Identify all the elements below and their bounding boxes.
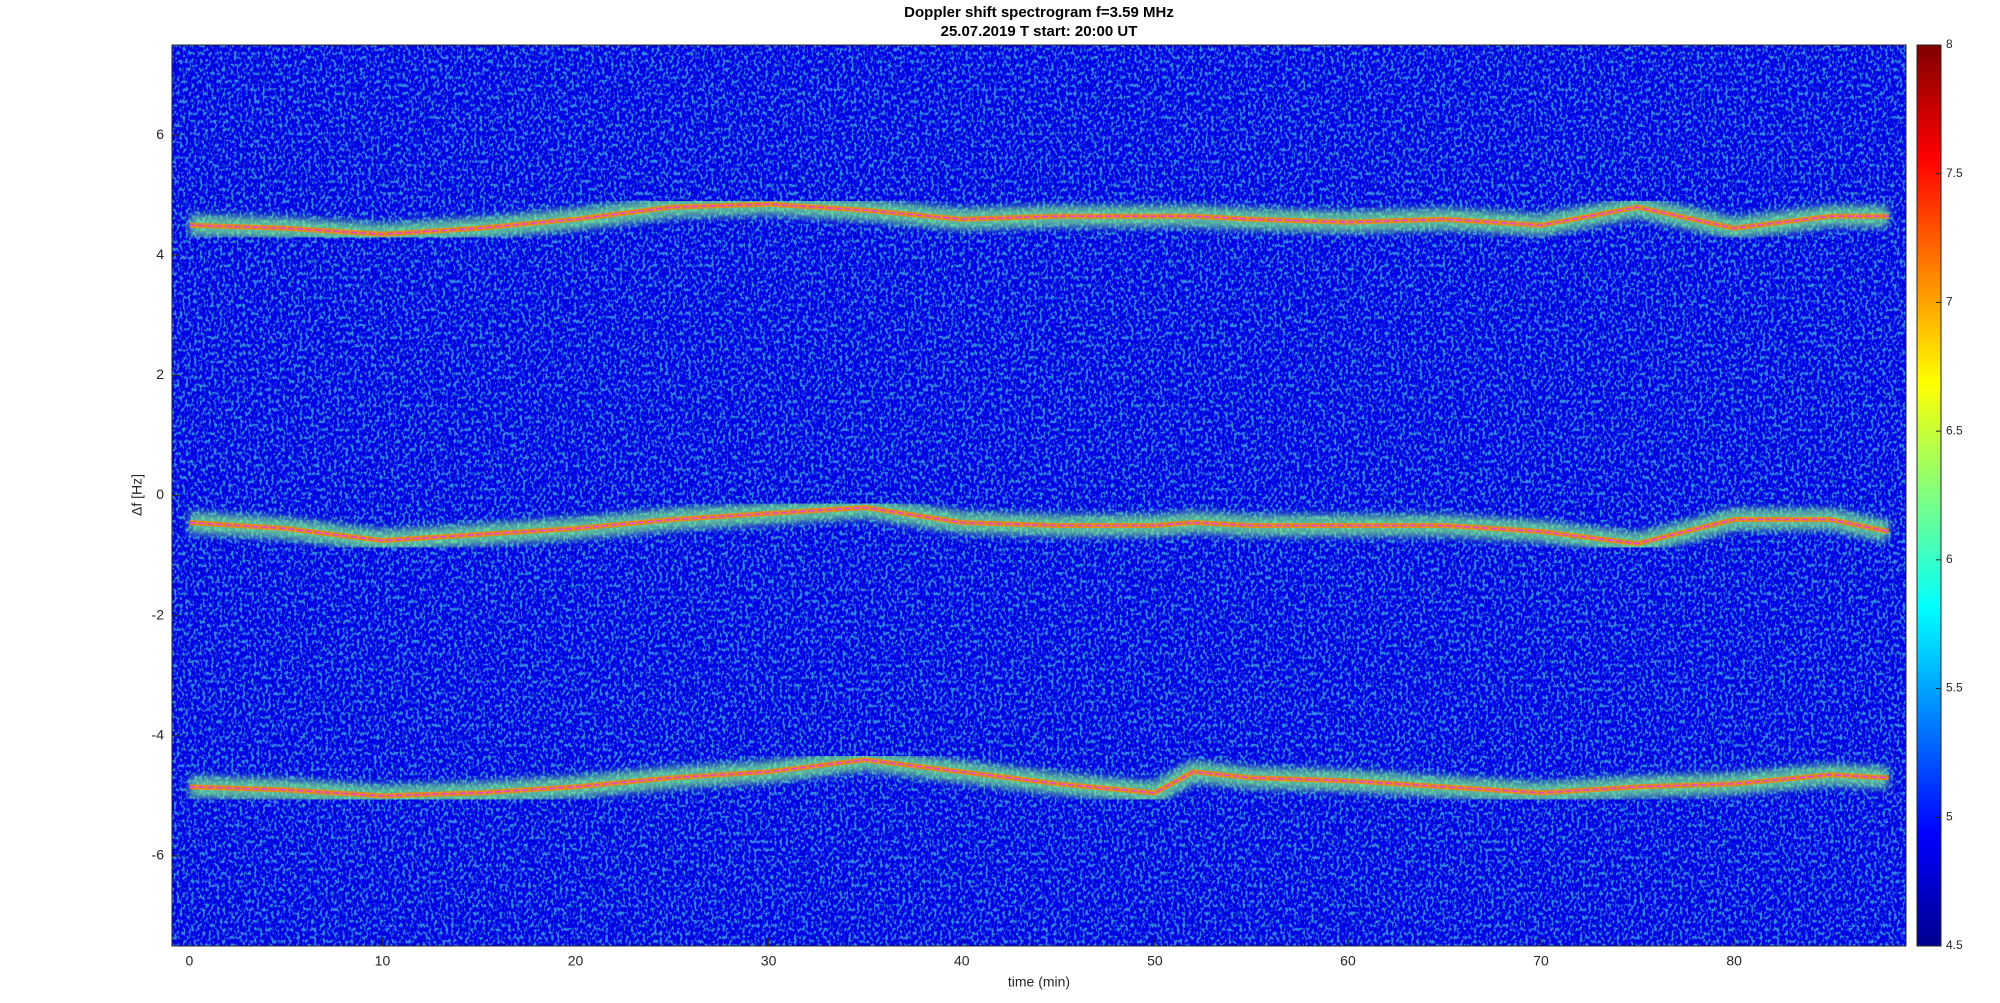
x-tick-label: 30: [761, 953, 777, 969]
y-tick-label: -2: [152, 606, 165, 622]
x-tick-label: 80: [1726, 953, 1742, 969]
y-tick-label: -6: [152, 847, 165, 863]
colorbar: [1916, 44, 1942, 947]
x-tick-label: 70: [1533, 953, 1549, 969]
colorbar-tick-label: 6: [1946, 552, 1953, 566]
trace-line: [189, 759, 1889, 797]
y-axis-label: Δf [Hz]: [129, 474, 145, 516]
x-tick-label: 40: [954, 953, 970, 969]
x-tick-label: 60: [1340, 953, 1356, 969]
x-tick-label: 50: [1147, 953, 1163, 969]
plot-shade: [172, 45, 1906, 946]
y-tick-label: -4: [152, 726, 165, 742]
y-tick-label: 4: [156, 246, 164, 262]
colorbar-tick-label: 6.5: [1946, 423, 1963, 437]
colorbar-tick-label: 4.5: [1946, 938, 1963, 952]
y-tick-label: 2: [156, 366, 164, 382]
trace-line: [189, 203, 1889, 235]
x-tick-label: 10: [375, 953, 391, 969]
chart-title: Doppler shift spectrogram f=3.59 MHz: [904, 4, 1174, 21]
colorbar-tick-label: 5: [1946, 809, 1953, 823]
chart-subtitle: 25.07.2019 T start: 20:00 UT: [941, 23, 1138, 40]
y-tick-label: 6: [156, 126, 164, 142]
trace-line: [189, 506, 1889, 545]
colorbar-tick-label: 8: [1946, 37, 1953, 51]
colorbar-tick-label: 5.5: [1946, 681, 1963, 695]
x-axis-label: time (min): [1008, 974, 1070, 990]
y-tick-label: 0: [156, 486, 164, 502]
x-tick-label: 0: [185, 953, 193, 969]
x-tick-label: 20: [568, 953, 584, 969]
colorbar-tick-label: 7.5: [1946, 166, 1963, 180]
colorbar-tick-label: 7: [1946, 295, 1953, 309]
